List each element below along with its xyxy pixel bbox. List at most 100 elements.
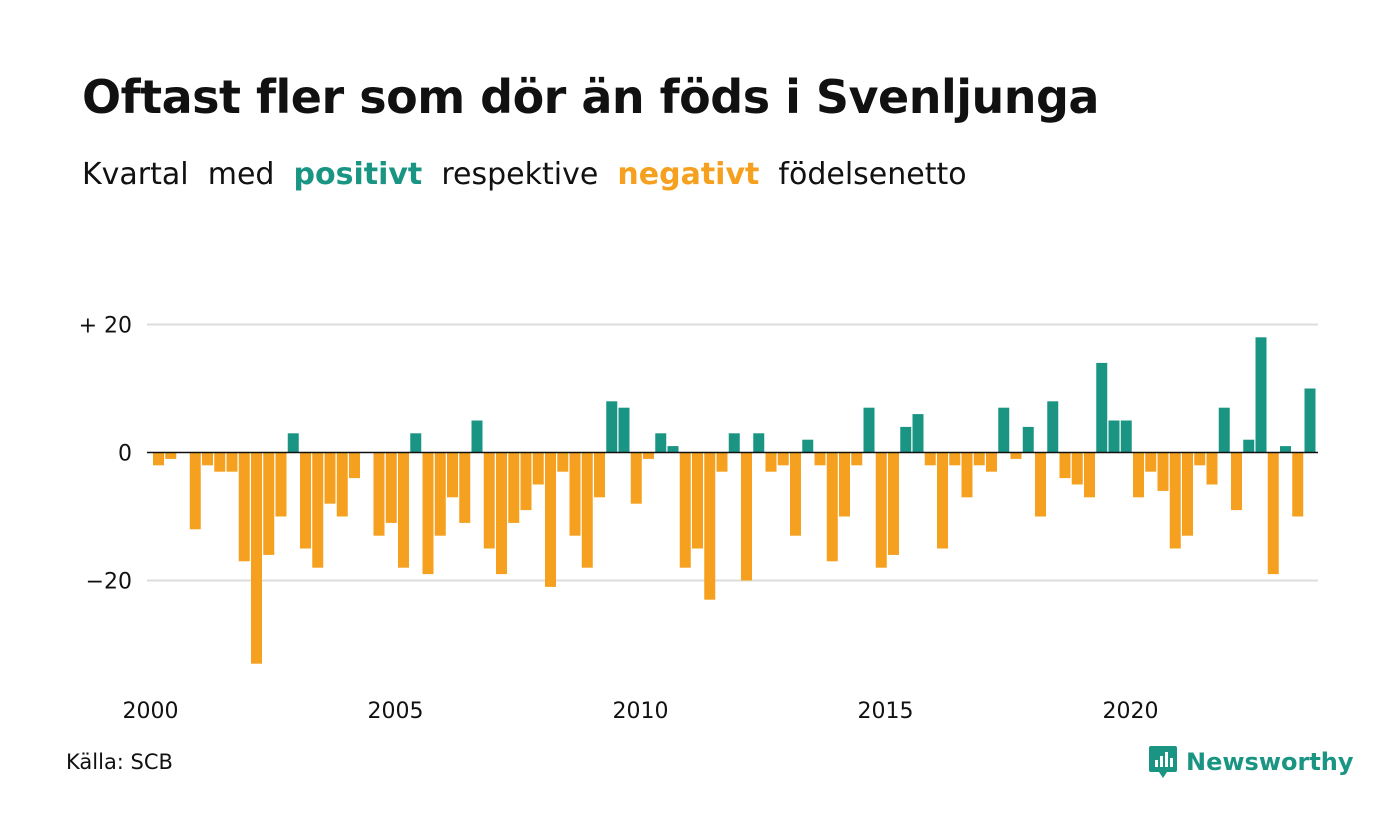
bar: [1071, 452, 1083, 485]
bar: [581, 452, 593, 568]
bar: [998, 407, 1010, 453]
bar: [1145, 452, 1157, 472]
bar: [1133, 452, 1144, 498]
bar: [410, 433, 422, 453]
bars: [153, 337, 1316, 664]
bar: [312, 452, 324, 568]
bar: [924, 452, 936, 466]
bar: [986, 452, 997, 472]
bar: [349, 452, 360, 479]
bar: [814, 452, 826, 466]
bar: [385, 452, 397, 523]
bar: [545, 452, 556, 587]
bar: [912, 414, 924, 453]
bar: [214, 452, 226, 472]
bar: [1059, 452, 1071, 479]
bar: [594, 452, 605, 498]
source-label: Källa: SCB: [66, 750, 173, 774]
bar: [753, 433, 765, 453]
gridlines: [147, 323, 1318, 582]
bar: [802, 439, 814, 453]
y-tick-label: + 20: [79, 314, 132, 339]
y-tick-label: −20: [86, 570, 132, 595]
bar: [973, 452, 985, 466]
bar: [961, 452, 973, 498]
bar: [447, 452, 458, 498]
subtitle-fodelsenetto: födelsenetto: [778, 157, 967, 192]
bar: [557, 452, 569, 472]
bar: [826, 452, 838, 562]
bar: [336, 452, 348, 517]
bar: [1218, 407, 1230, 453]
bar: [851, 452, 863, 466]
bar: [949, 452, 961, 466]
bar: [900, 426, 912, 453]
bar: [1169, 452, 1181, 549]
bar: [324, 452, 336, 504]
bar: [630, 452, 642, 504]
bar: [459, 452, 471, 523]
bar: [1047, 401, 1059, 453]
chart-subtitle: Kvartal med positivt respektive negativt…: [82, 157, 967, 192]
bar: [287, 433, 299, 453]
bar: [1022, 426, 1034, 453]
bar: [863, 407, 875, 453]
bar: [422, 452, 434, 575]
bar: [643, 452, 654, 459]
bar: [1120, 420, 1132, 453]
bar: [1157, 452, 1169, 491]
bar: [1108, 420, 1120, 453]
bar: [471, 420, 483, 453]
subtitle-med: med: [207, 157, 275, 192]
bar: [153, 452, 164, 466]
bar: [679, 452, 691, 568]
bar: [263, 452, 275, 555]
bar: [704, 452, 716, 600]
bar: [1035, 452, 1046, 517]
bar: [1267, 452, 1279, 575]
bar: [1206, 452, 1218, 485]
bar: [1231, 452, 1242, 511]
x-tick-label: 2010: [613, 699, 669, 724]
bar: [189, 452, 201, 530]
bar: [1304, 388, 1316, 453]
bar: [300, 452, 311, 549]
bar: [937, 452, 948, 549]
newsworthy-logo-icon: [1149, 746, 1177, 778]
bar: [251, 452, 262, 664]
y-tick-label: 0: [118, 442, 132, 467]
bar: [655, 433, 667, 453]
chart-title: Oftast fler som dör än föds i Svenljunga: [82, 70, 1099, 124]
brand-name: Newsworthy: [1186, 748, 1354, 776]
bar: [1096, 362, 1108, 453]
bar: [741, 452, 752, 581]
bar: [496, 452, 507, 575]
subtitle-respektive: respektive: [441, 157, 599, 192]
bar: [667, 446, 679, 453]
bar: [398, 452, 409, 568]
bar: [606, 401, 618, 453]
subtitle-positive: positivt: [293, 157, 423, 192]
bar: [202, 452, 213, 466]
bar: [1280, 446, 1291, 453]
bar: [226, 452, 238, 472]
x-tick-label: 2020: [1103, 699, 1159, 724]
bar: [275, 452, 287, 517]
bar: [692, 452, 703, 549]
bar: [790, 452, 801, 536]
bar: [1292, 452, 1304, 517]
bar: [1182, 452, 1193, 536]
x-axis-ticks: 2000 2005 2010 2015 2020: [123, 699, 1159, 724]
bar: [238, 452, 250, 562]
bar: [765, 452, 777, 472]
x-tick-label: 2005: [368, 699, 424, 724]
bar: [728, 433, 740, 453]
bar: [520, 452, 532, 511]
bar: [716, 452, 728, 472]
bar: [532, 452, 544, 485]
bar: [165, 452, 177, 459]
bar: [434, 452, 446, 536]
bar: [373, 452, 385, 536]
bar: [875, 452, 887, 568]
bar: [1243, 439, 1255, 453]
